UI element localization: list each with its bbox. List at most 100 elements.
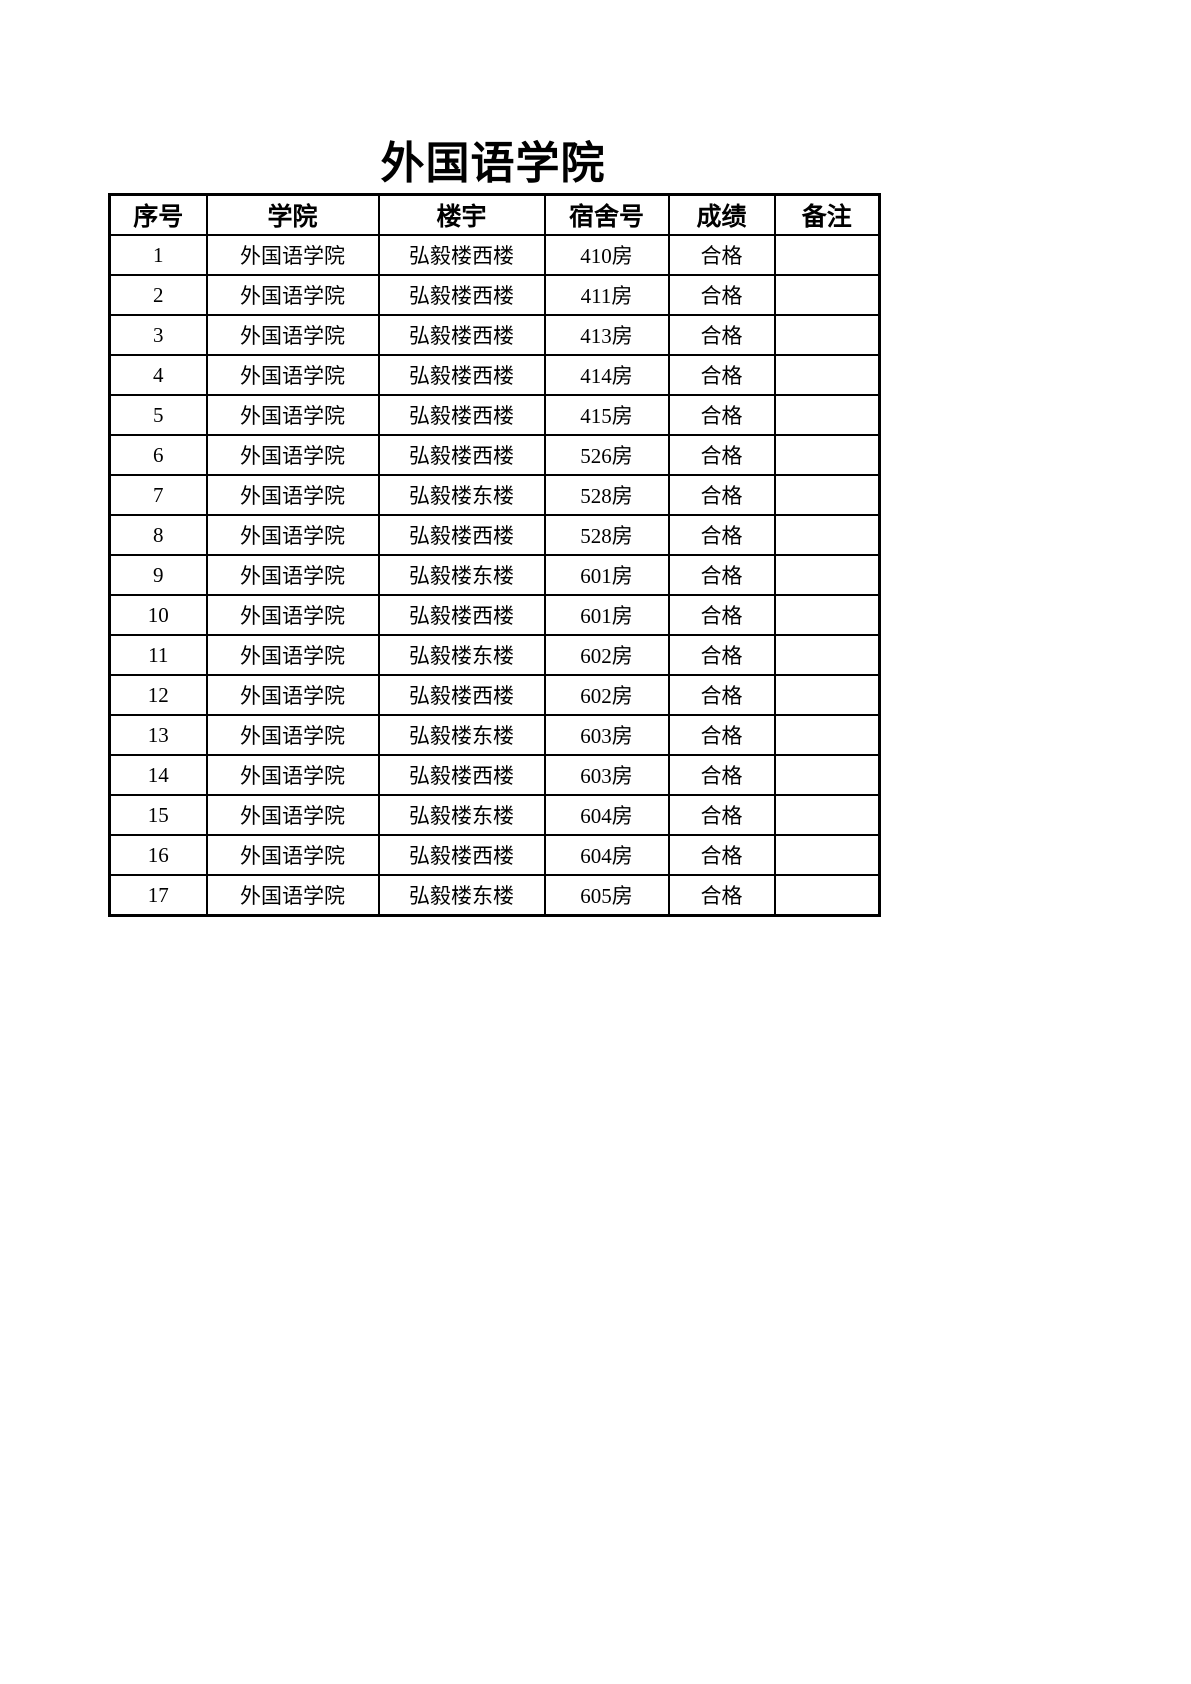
cell-college: 外国语学院 (205, 354, 380, 396)
table-row: 13 外国语学院 弘毅楼东楼 603房 合格 (108, 714, 881, 756)
cell-index: 8 (108, 514, 208, 556)
cell-score: 合格 (667, 674, 776, 716)
cell-college: 外国语学院 (205, 434, 380, 476)
dormitory-inspection-table: 序号 学院 楼宇 宿舍号 成绩 备注 1 外国语学院 弘毅楼西楼 410房 合格… (108, 193, 881, 917)
cell-score: 合格 (667, 554, 776, 596)
cell-building: 弘毅楼西楼 (377, 594, 546, 636)
cell-college: 外国语学院 (205, 874, 380, 917)
cell-score: 合格 (667, 594, 776, 636)
cell-room: 526房 (543, 434, 670, 476)
table-row: 2 外国语学院 弘毅楼西楼 411房 合格 (108, 274, 881, 316)
cell-remark (773, 314, 881, 356)
table-row: 16 外国语学院 弘毅楼西楼 604房 合格 (108, 834, 881, 876)
cell-room: 603房 (543, 754, 670, 796)
cell-building: 弘毅楼西楼 (377, 674, 546, 716)
cell-college: 外国语学院 (205, 754, 380, 796)
cell-college: 外国语学院 (205, 394, 380, 436)
cell-room: 604房 (543, 834, 670, 876)
cell-building: 弘毅楼西楼 (377, 514, 546, 556)
cell-building: 弘毅楼西楼 (377, 834, 546, 876)
cell-index: 12 (108, 674, 208, 716)
cell-room: 605房 (543, 874, 670, 917)
cell-remark (773, 874, 881, 917)
cell-room: 528房 (543, 474, 670, 516)
cell-room: 415房 (543, 394, 670, 436)
cell-score: 合格 (667, 434, 776, 476)
cell-index: 15 (108, 794, 208, 836)
cell-remark (773, 274, 881, 316)
cell-room: 528房 (543, 514, 670, 556)
cell-index: 4 (108, 354, 208, 396)
cell-room: 602房 (543, 674, 670, 716)
cell-score: 合格 (667, 834, 776, 876)
cell-index: 2 (108, 274, 208, 316)
cell-score: 合格 (667, 634, 776, 676)
cell-remark (773, 714, 881, 756)
cell-index: 16 (108, 834, 208, 876)
page-title: 外国语学院 (380, 139, 606, 188)
cell-room: 603房 (543, 714, 670, 756)
cell-college: 外国语学院 (205, 474, 380, 516)
cell-college: 外国语学院 (205, 554, 380, 596)
cell-remark (773, 794, 881, 836)
cell-score: 合格 (667, 354, 776, 396)
cell-index: 11 (108, 634, 208, 676)
table-row: 5 外国语学院 弘毅楼西楼 415房 合格 (108, 394, 881, 436)
cell-index: 9 (108, 554, 208, 596)
cell-building: 弘毅楼东楼 (377, 874, 546, 917)
cell-remark (773, 354, 881, 396)
cell-college: 外国语学院 (205, 314, 380, 356)
header-cell-room: 宿舍号 (543, 193, 670, 236)
cell-building: 弘毅楼东楼 (377, 714, 546, 756)
cell-room: 602房 (543, 634, 670, 676)
cell-building: 弘毅楼东楼 (377, 794, 546, 836)
cell-score: 合格 (667, 754, 776, 796)
cell-index: 1 (108, 234, 208, 276)
cell-index: 3 (108, 314, 208, 356)
cell-index: 17 (108, 874, 208, 917)
cell-index: 10 (108, 594, 208, 636)
header-cell-college: 学院 (205, 193, 380, 236)
table-row: 1 外国语学院 弘毅楼西楼 410房 合格 (108, 234, 881, 276)
cell-score: 合格 (667, 274, 776, 316)
cell-college: 外国语学院 (205, 634, 380, 676)
cell-college: 外国语学院 (205, 234, 380, 276)
cell-building: 弘毅楼西楼 (377, 314, 546, 356)
cell-remark (773, 234, 881, 276)
table-row: 9 外国语学院 弘毅楼东楼 601房 合格 (108, 554, 881, 596)
header-cell-index: 序号 (108, 193, 208, 236)
cell-index: 13 (108, 714, 208, 756)
cell-college: 外国语学院 (205, 274, 380, 316)
cell-college: 外国语学院 (205, 834, 380, 876)
cell-room: 601房 (543, 594, 670, 636)
cell-remark (773, 514, 881, 556)
table-row: 8 外国语学院 弘毅楼西楼 528房 合格 (108, 514, 881, 556)
cell-index: 7 (108, 474, 208, 516)
cell-building: 弘毅楼东楼 (377, 634, 546, 676)
cell-building: 弘毅楼西楼 (377, 234, 546, 276)
cell-score: 合格 (667, 394, 776, 436)
header-cell-remark: 备注 (773, 193, 881, 236)
cell-remark (773, 434, 881, 476)
table-row: 3 外国语学院 弘毅楼西楼 413房 合格 (108, 314, 881, 356)
cell-remark (773, 634, 881, 676)
table-row: 15 外国语学院 弘毅楼东楼 604房 合格 (108, 794, 881, 836)
cell-room: 414房 (543, 354, 670, 396)
cell-room: 413房 (543, 314, 670, 356)
document-page: 外国语学院 序号 学院 楼宇 宿舍号 成绩 备注 1 外国语学院 弘毅楼西楼 4… (108, 0, 881, 917)
cell-building: 弘毅楼西楼 (377, 274, 546, 316)
cell-score: 合格 (667, 794, 776, 836)
cell-remark (773, 834, 881, 876)
table-header-row: 序号 学院 楼宇 宿舍号 成绩 备注 (108, 193, 881, 236)
header-cell-score: 成绩 (667, 193, 776, 236)
cell-building: 弘毅楼东楼 (377, 474, 546, 516)
cell-score: 合格 (667, 314, 776, 356)
cell-building: 弘毅楼东楼 (377, 554, 546, 596)
cell-index: 5 (108, 394, 208, 436)
cell-building: 弘毅楼西楼 (377, 354, 546, 396)
cell-remark (773, 394, 881, 436)
table-row: 4 外国语学院 弘毅楼西楼 414房 合格 (108, 354, 881, 396)
table-row: 17 外国语学院 弘毅楼东楼 605房 合格 (108, 874, 881, 917)
cell-building: 弘毅楼西楼 (377, 754, 546, 796)
cell-college: 外国语学院 (205, 674, 380, 716)
